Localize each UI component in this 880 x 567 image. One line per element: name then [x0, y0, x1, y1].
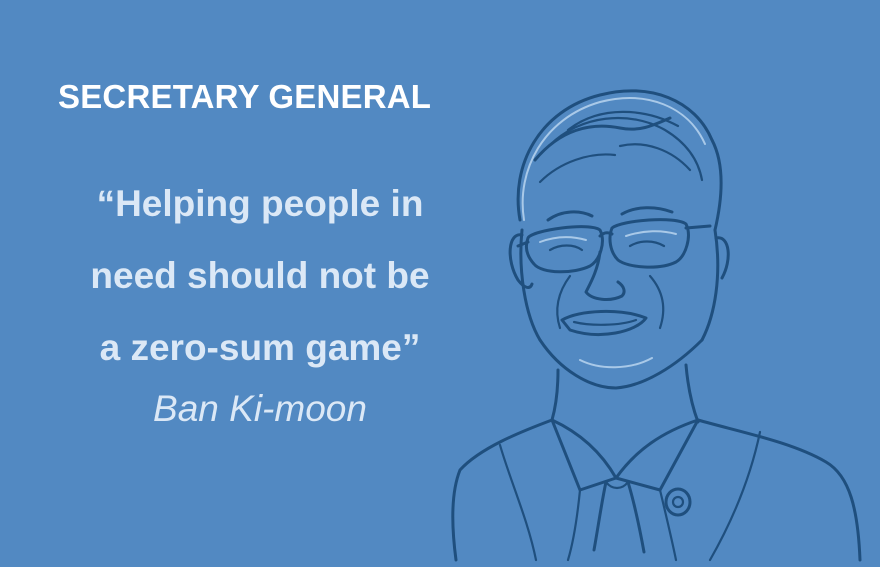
quote-text: “Helping people in need should not be a …: [70, 168, 450, 384]
quote-author: Ban Ki-moon: [153, 388, 367, 429]
heading-title: SECRETARY GENERAL: [58, 78, 432, 115]
portrait-illustration-icon: [451, 89, 862, 562]
quote-line: need should not be: [90, 255, 430, 296]
quote-line: a zero-sum game”: [99, 327, 421, 368]
quote-line: “Helping people in: [96, 183, 424, 224]
